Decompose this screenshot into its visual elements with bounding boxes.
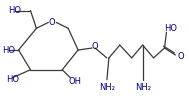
Text: O: O	[92, 42, 98, 51]
Text: O: O	[177, 52, 184, 61]
Text: NH₂: NH₂	[99, 83, 115, 92]
Text: O: O	[49, 18, 56, 27]
Text: OH: OH	[68, 77, 81, 86]
Text: NH₂: NH₂	[135, 83, 151, 92]
Text: HO: HO	[8, 6, 21, 15]
Text: HO: HO	[164, 24, 177, 33]
Text: HO: HO	[6, 75, 19, 84]
Text: HO: HO	[2, 45, 15, 54]
